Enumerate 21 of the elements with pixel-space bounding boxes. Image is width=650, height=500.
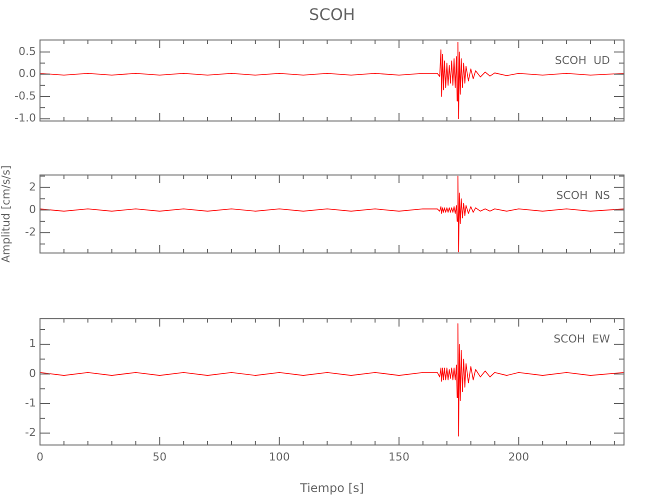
x-tick-label: 150 <box>388 450 410 464</box>
y-axis-title: Amplitud [cm/s/s] <box>0 165 12 263</box>
x-tick-label: 50 <box>152 450 167 464</box>
y-tick-label: 0.0 <box>18 67 36 80</box>
y-tick-label: 0 <box>29 202 36 216</box>
x-tick-label: 100 <box>268 450 290 464</box>
y-tick-label: -1.0 <box>14 112 36 125</box>
x-tick-label: 200 <box>508 450 530 464</box>
y-tick-label: 0 <box>29 366 36 380</box>
y-tick-label: -1 <box>25 396 36 410</box>
y-tick-label: 1 <box>29 337 36 350</box>
annotation: SCOH NS <box>556 188 610 202</box>
y-tick-label: -0.5 <box>14 89 36 102</box>
annotation: SCOH UD <box>554 54 610 67</box>
x-axis-title: Tiempo [s] <box>299 480 364 495</box>
y-tick-label: -2 <box>25 426 36 440</box>
y-tick-label: 0.5 <box>18 44 36 58</box>
y-tick-label: 2 <box>29 180 36 194</box>
annotation: SCOH EW <box>554 332 610 346</box>
chart-title: SCOH <box>309 5 355 24</box>
y-tick-label: -2 <box>25 226 36 239</box>
